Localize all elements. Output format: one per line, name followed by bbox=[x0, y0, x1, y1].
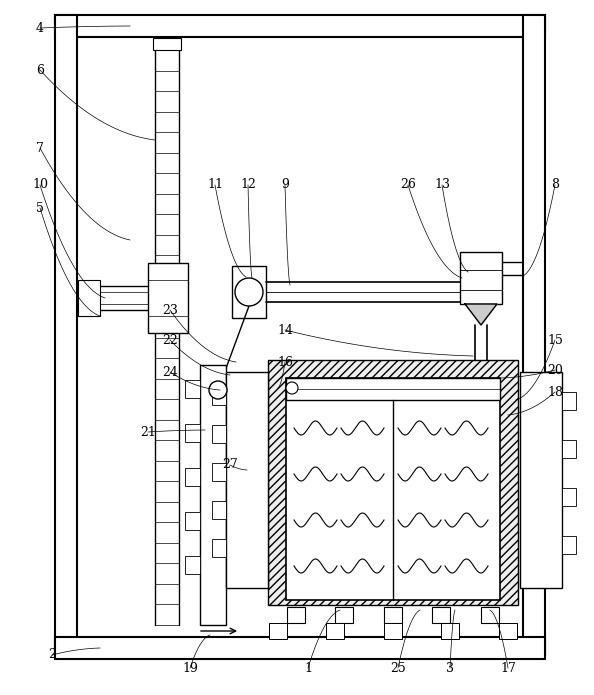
Bar bbox=[78, 286, 158, 310]
Text: 6: 6 bbox=[36, 63, 44, 76]
Text: 10: 10 bbox=[32, 179, 48, 192]
Bar bbox=[185, 512, 200, 530]
Bar bbox=[185, 380, 200, 398]
Bar bbox=[226, 372, 268, 588]
Bar bbox=[432, 607, 450, 623]
Bar bbox=[185, 468, 200, 486]
Bar bbox=[268, 360, 518, 605]
Bar bbox=[212, 501, 226, 519]
Text: 26: 26 bbox=[400, 179, 416, 192]
Text: 8: 8 bbox=[551, 179, 559, 192]
Bar bbox=[441, 623, 459, 639]
Text: 27: 27 bbox=[222, 459, 238, 471]
Text: 22: 22 bbox=[162, 334, 178, 347]
Bar bbox=[212, 425, 226, 443]
Bar bbox=[562, 488, 576, 506]
Bar bbox=[232, 266, 266, 318]
Bar bbox=[212, 539, 226, 557]
Bar bbox=[212, 463, 226, 481]
Text: 23: 23 bbox=[162, 304, 178, 316]
Bar bbox=[286, 378, 500, 600]
Bar bbox=[153, 38, 181, 50]
Bar bbox=[481, 607, 499, 623]
Text: 21: 21 bbox=[140, 425, 156, 439]
Text: 11: 11 bbox=[207, 179, 223, 192]
Bar bbox=[384, 607, 402, 623]
Text: 25: 25 bbox=[390, 662, 406, 675]
Bar bbox=[148, 263, 188, 333]
Bar bbox=[460, 252, 502, 304]
Bar bbox=[562, 392, 576, 410]
Bar bbox=[384, 623, 402, 639]
Text: 14: 14 bbox=[277, 323, 293, 336]
Bar bbox=[523, 15, 545, 655]
Bar bbox=[185, 424, 200, 442]
Text: 2: 2 bbox=[48, 648, 56, 662]
Text: 24: 24 bbox=[162, 366, 178, 379]
Bar bbox=[78, 280, 100, 316]
Bar bbox=[326, 623, 344, 639]
Text: 15: 15 bbox=[547, 334, 563, 347]
Bar bbox=[335, 607, 353, 623]
Bar bbox=[287, 607, 305, 623]
Text: 1: 1 bbox=[304, 662, 312, 675]
Text: 3: 3 bbox=[446, 662, 454, 675]
Text: 9: 9 bbox=[281, 179, 289, 192]
Bar bbox=[55, 15, 545, 37]
Bar bbox=[55, 15, 77, 655]
Polygon shape bbox=[465, 304, 497, 325]
Text: 5: 5 bbox=[36, 202, 44, 215]
Bar bbox=[286, 378, 500, 400]
Circle shape bbox=[235, 278, 263, 306]
Bar bbox=[269, 623, 287, 639]
Bar bbox=[185, 556, 200, 574]
Bar bbox=[499, 623, 517, 639]
Bar bbox=[520, 372, 562, 588]
Text: 18: 18 bbox=[547, 386, 563, 398]
Bar bbox=[212, 387, 226, 405]
Text: 20: 20 bbox=[547, 363, 563, 377]
Bar bbox=[55, 637, 545, 659]
Bar bbox=[200, 365, 226, 625]
Text: 4: 4 bbox=[36, 22, 44, 35]
Text: 13: 13 bbox=[434, 179, 450, 192]
Text: 19: 19 bbox=[182, 662, 198, 675]
Bar bbox=[562, 440, 576, 458]
Bar bbox=[268, 378, 286, 398]
Bar bbox=[562, 536, 576, 554]
Text: 16: 16 bbox=[277, 356, 293, 368]
Text: 17: 17 bbox=[500, 662, 516, 675]
Text: 12: 12 bbox=[240, 179, 256, 192]
Circle shape bbox=[286, 382, 298, 394]
Text: 7: 7 bbox=[36, 142, 44, 154]
Circle shape bbox=[209, 381, 227, 399]
